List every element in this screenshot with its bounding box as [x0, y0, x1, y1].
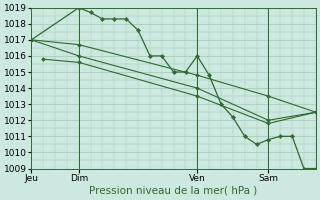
X-axis label: Pression niveau de la mer( hPa ): Pression niveau de la mer( hPa ) — [90, 186, 258, 196]
